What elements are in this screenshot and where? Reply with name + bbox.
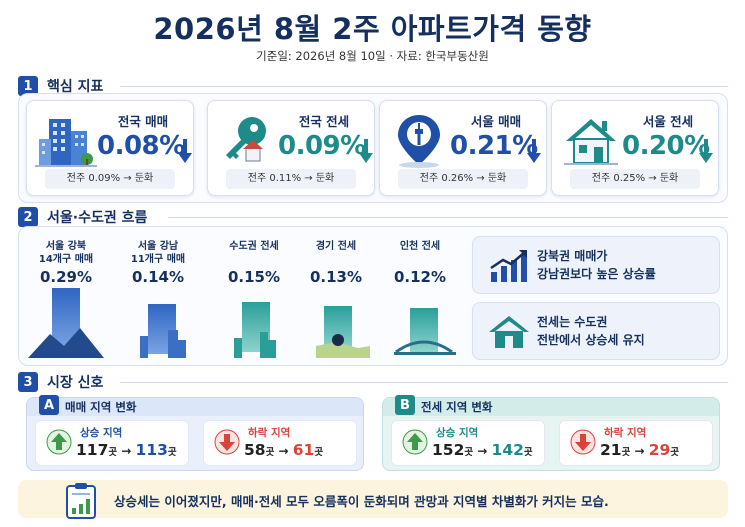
flow-label: 인천 전세	[399, 241, 441, 252]
flow-item-gyeonggi-jeonse: 경기 전세 0.13%	[294, 240, 378, 286]
arrow-up-icon	[402, 429, 428, 455]
flow-item-capital-jeonse: 수도권 전세 0.15%	[212, 240, 296, 286]
card-label: 서울 전세	[642, 114, 694, 129]
signal-title: 매매 지역 변화	[27, 398, 363, 416]
insight-line: 전반에서 상승세 유지	[537, 333, 645, 347]
jeonse-up-region: 상승 지역 152곳 → 142곳	[391, 420, 545, 466]
signal-change: 152곳 → 142곳	[432, 441, 533, 459]
card-value: 0.21%	[450, 131, 538, 161]
key-icon	[226, 117, 266, 162]
signal-change: 117곳 → 113곳	[76, 441, 177, 459]
card-label: 전국 매매	[117, 114, 169, 129]
insight-line: 강북권 매매가	[537, 249, 608, 263]
house-icon	[489, 316, 529, 348]
clipboard-chart-icon	[66, 483, 96, 519]
section-number: 3	[18, 372, 38, 392]
card-value: 0.08%	[97, 131, 185, 161]
section-3-header: 3 시장 신호	[18, 372, 103, 392]
buildings-icon	[140, 330, 186, 358]
card-seoul-sale: 서울 매매 0.21% 전주 0.26% → 둔화	[379, 100, 547, 196]
house-icon	[564, 119, 618, 165]
signal-badge: B	[395, 395, 415, 415]
signal-jeonse-box: 전세 지역 변화 B 상승 지역 152곳 → 142곳 하락 지역 21곳 →…	[382, 395, 720, 471]
flow-value: 0.15%	[227, 268, 281, 286]
signal-change: 21곳 → 29곳	[600, 441, 680, 459]
section-title: 핵심 지표	[47, 79, 104, 95]
flow-label: 서울 강남	[137, 241, 179, 252]
buildings-icon	[234, 332, 276, 358]
jeonse-down-region: 하락 지역 21곳 → 29곳	[559, 420, 713, 466]
rising-chart-icon	[490, 250, 527, 282]
flow-value: 0.14%	[131, 268, 185, 286]
card-national-jeonse: 전국 전세 0.09% 전주 0.11% → 둔화	[207, 100, 375, 196]
flow-label-sub: 14개구 매매	[38, 254, 94, 265]
arrow-down-icon	[214, 429, 240, 455]
card-previous-week: 전주 0.11% → 둔화	[226, 169, 356, 189]
signal-label: 상승 지역	[80, 427, 123, 439]
signal-label: 하락 지역	[248, 427, 291, 439]
signal-title: 전세 지역 변화	[383, 398, 719, 416]
flow-label: 수도권 전세	[229, 241, 279, 252]
flow-label: 서울 강북	[45, 241, 87, 252]
flow-bars	[28, 288, 456, 358]
arrow-down-icon	[359, 139, 373, 163]
insight-jeonse: 전세는 수도권 전반에서 상승세 유지	[472, 302, 720, 360]
card-previous-week: 전주 0.09% → 둔화	[45, 169, 175, 189]
insight-gangbuk: 강북권 매매가 강남권보다 높은 상승률	[472, 236, 720, 294]
flow-value: 0.29%	[39, 268, 93, 286]
card-seoul-jeonse: 서울 전세 0.20% 전주 0.25% → 둔화	[551, 100, 719, 196]
page-subtitle: 기준일: 2026년 8월 10일 · 자료: 한국부동산원	[256, 49, 489, 63]
section-number: 1	[18, 76, 38, 96]
card-value: 0.09%	[278, 131, 366, 161]
card-previous-week: 전주 0.26% → 둔화	[398, 169, 528, 189]
seoul-tower-icon	[398, 115, 440, 168]
insight-text: 전세는 수도권 전반에서 상승세 유지	[537, 313, 645, 349]
flow-item-gangbuk: 서울 강북 14개구 매매 0.29%	[24, 240, 108, 286]
flow-item-gangnam: 서울 강남 11개구 매매 0.14%	[116, 240, 200, 286]
insight-text: 강북권 매매가 강남권보다 높은 상승률	[537, 247, 656, 283]
flow-value: 0.13%	[309, 268, 363, 286]
signal-change: 58곳 → 61곳	[244, 441, 324, 459]
arrow-down-icon	[570, 429, 596, 455]
card-previous-week: 전주 0.25% → 둔화	[570, 169, 700, 189]
sale-down-region: 하락 지역 58곳 → 61곳	[203, 420, 357, 466]
arrow-down-icon	[178, 139, 192, 163]
section-2-header: 2 서울·수도권 흐름	[18, 207, 147, 227]
signal-label: 하락 지역	[604, 427, 647, 439]
section-number: 2	[18, 207, 38, 227]
insight-line: 전세는 수도권	[537, 315, 608, 329]
signal-label: 상승 지역	[436, 427, 479, 439]
summary-banner: 상승세는 이어졌지만, 매매·전세 모두 오름폭이 둔화되며 관망과 지역별 차…	[18, 480, 728, 519]
signal-badge: A	[39, 395, 59, 415]
card-label: 서울 매매	[470, 114, 522, 129]
flow-label-sub: 11개구 매매	[130, 254, 186, 265]
buildings-icon	[35, 119, 97, 167]
summary-text: 상승세는 이어졌지만, 매매·전세 모두 오름폭이 둔화되며 관망과 지역별 차…	[114, 494, 609, 509]
arrow-down-icon	[699, 139, 713, 163]
flow-label: 경기 전세	[315, 241, 357, 252]
signal-sale-box: 매매 지역 변화 A 상승 지역 117곳 → 113곳 하락 지역 58곳 →…	[26, 395, 364, 471]
section-1-header: 1 핵심 지표	[18, 76, 103, 96]
arrow-up-icon	[46, 429, 72, 455]
flow-item-incheon-jeonse: 인천 전세 0.12%	[378, 240, 462, 286]
sale-up-region: 상승 지역 117곳 → 113곳	[35, 420, 189, 466]
section-divider	[120, 382, 728, 383]
card-value: 0.20%	[622, 131, 710, 161]
section-title: 시장 신호	[47, 375, 104, 391]
section-title: 서울·수도권 흐름	[47, 210, 148, 226]
insight-line: 강남권보다 높은 상승률	[537, 267, 656, 281]
map-icon	[316, 342, 370, 358]
card-national-sale: 전국 매매 0.08% 전주 0.09% → 둔화	[26, 100, 194, 196]
section-divider	[120, 86, 728, 87]
card-label: 전국 전세	[298, 114, 350, 129]
section-divider	[168, 217, 728, 218]
flow-bar-incheon	[410, 308, 438, 352]
mountain-icon	[28, 328, 104, 358]
page-title: 2026년 8월 2주 아파트가격 동향	[153, 12, 592, 46]
flow-value: 0.12%	[393, 268, 447, 286]
bridge-icon	[395, 340, 453, 354]
arrow-down-icon	[527, 139, 541, 163]
location-pin-icon	[332, 334, 344, 346]
